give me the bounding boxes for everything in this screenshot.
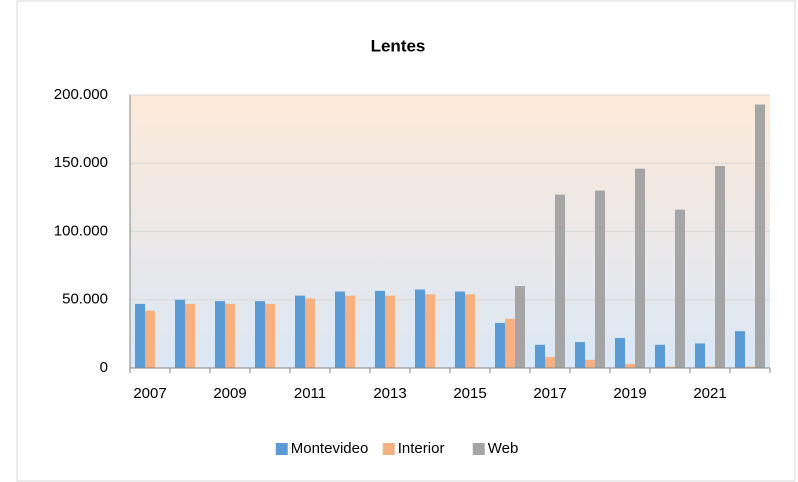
bar: [185, 303, 195, 368]
bar: [425, 294, 435, 368]
bar: [215, 301, 225, 368]
bar: [755, 104, 765, 369]
bar: [735, 331, 745, 368]
bar: [625, 363, 635, 368]
bar: [255, 301, 265, 368]
bar: [505, 318, 515, 368]
bar: [495, 322, 505, 368]
bar: [585, 359, 595, 368]
bar: [145, 310, 155, 368]
x-tick-label: 2019: [613, 385, 646, 402]
x-tick-label: 2015: [453, 385, 486, 402]
bar: [595, 190, 605, 368]
bar: [545, 357, 555, 368]
bar: [415, 289, 425, 368]
y-tick-label: 0: [100, 359, 108, 376]
x-tick-label: 2013: [373, 385, 406, 402]
y-tick-label: 50.000: [62, 291, 108, 308]
bar: [515, 286, 525, 368]
x-tick-label: 2011: [294, 385, 326, 402]
bar: [715, 165, 725, 368]
legend-label: Web: [488, 440, 519, 457]
legend-label: Montevideo: [291, 440, 369, 457]
bar: [465, 294, 475, 368]
bar: [345, 295, 355, 368]
y-tick-label: 200.000: [54, 86, 108, 103]
bar: [385, 295, 395, 368]
bar: [305, 298, 315, 368]
legend-swatch: [382, 443, 395, 455]
bar: [675, 209, 685, 368]
x-tick-label: 2009: [213, 385, 246, 402]
bar: [175, 299, 185, 368]
bar: [265, 303, 275, 368]
bar: [335, 291, 345, 368]
y-tick-label: 100.000: [54, 222, 108, 239]
bar: [575, 342, 585, 368]
bar: [635, 168, 645, 368]
bar: [455, 291, 465, 368]
bar: [375, 290, 385, 368]
legend-swatch: [275, 443, 288, 455]
bar: [665, 366, 675, 368]
x-tick-label: 2021: [693, 385, 726, 402]
legend-swatch: [472, 443, 485, 455]
x-tick-label: 2007: [133, 385, 166, 402]
bar: [615, 337, 625, 368]
bar: [135, 303, 145, 368]
bar: [555, 194, 565, 368]
bar: [745, 366, 755, 368]
x-tick-label: 2017: [533, 385, 566, 402]
bar: [295, 295, 305, 368]
bar: [535, 344, 545, 368]
y-tick-label: 150.000: [54, 154, 108, 171]
legend-label: Interior: [398, 440, 445, 457]
bar: [225, 303, 235, 368]
chart-title: Lentes: [371, 36, 426, 55]
bar: [655, 344, 665, 368]
bar: [695, 343, 705, 368]
bar: [705, 366, 715, 368]
